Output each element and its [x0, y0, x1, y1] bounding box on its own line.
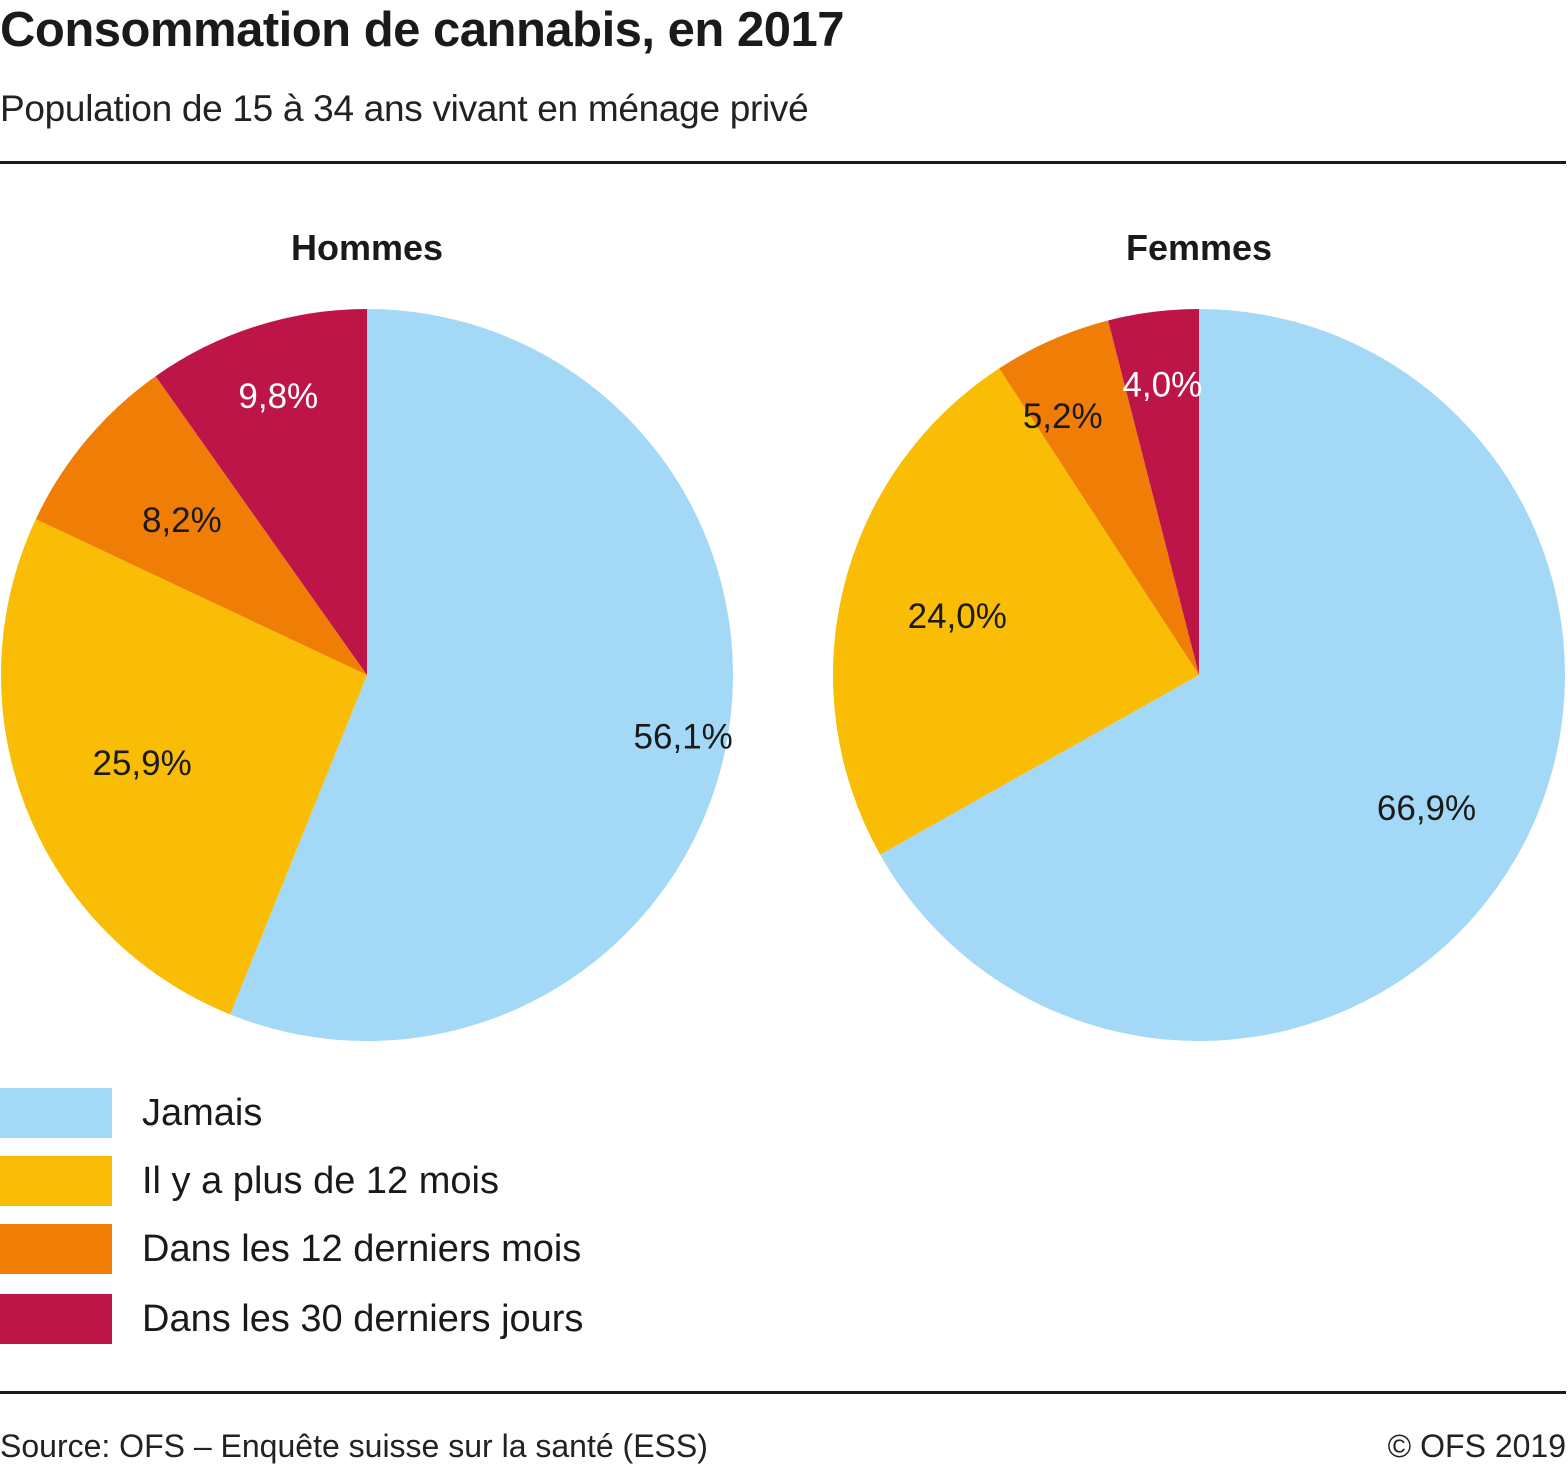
legend-item-30-derniers-jours: Dans les 30 derniers jours — [0, 1294, 583, 1344]
chart-subtitle: Population de 15 à 34 ans vivant en ména… — [0, 88, 809, 129]
copyright: © OFS 2019 — [1387, 1428, 1566, 1464]
pie-slice-il-y-a-plus-de-12-mois — [0, 519, 368, 1015]
legend-label: Jamais — [142, 1091, 263, 1134]
source-note: Source: OFS – Enquête suisse sur la sant… — [0, 1428, 708, 1464]
legend-swatch — [0, 1156, 112, 1206]
top-divider — [0, 161, 1566, 164]
pie-slice-jamais — [230, 309, 733, 1041]
legend-item-jamais: Jamais — [0, 1088, 262, 1138]
legend-swatch — [0, 1294, 112, 1344]
pie-slice-dans-les-12-derniers-mois — [35, 376, 367, 675]
data-label-dans-les-30-derniers-jours: 9,8% — [238, 377, 318, 416]
data-label-il-y-a-plus-de-12-mois: 24,0% — [908, 597, 1007, 636]
legend-label: Dans les 12 derniers mois — [142, 1227, 582, 1270]
data-label-jamais: 66,9% — [1377, 789, 1476, 828]
legend-label: Il y a plus de 12 mois — [142, 1159, 499, 1202]
legend-item-plus-de-12-mois: Il y a plus de 12 mois — [0, 1156, 499, 1206]
legend-label: Dans les 30 derniers jours — [142, 1297, 584, 1340]
pie-femmes: Femmes 66,9% 24,0% 5,2% 4,0% — [833, 227, 1565, 1041]
pie-charts: Hommes 56,1% 25,9% 8,2% 9,8% Femmes 66,9% 24,0%… — [0, 227, 1565, 1041]
pie-slice-dans-les-12-derniers-mois — [999, 320, 1199, 675]
pie-hommes: Hommes 56,1% 25,9% 8,2% 9,8% — [0, 227, 733, 1041]
pie-title: Femmes — [1126, 227, 1272, 268]
bottom-divider — [0, 1391, 1566, 1394]
data-label-dans-les-30-derniers-jours: 4,0% — [1122, 366, 1202, 405]
data-label-jamais: 56,1% — [634, 717, 733, 756]
data-label-dans-les-12-derniers-mois: 8,2% — [142, 501, 222, 540]
legend-swatch — [0, 1088, 112, 1138]
legend-swatch — [0, 1224, 112, 1274]
pie-slice-jamais — [880, 309, 1565, 1041]
pie-slice-dans-les-30-derniers-jours — [155, 309, 367, 675]
legend-item-12-derniers-mois: Dans les 12 derniers mois — [0, 1224, 581, 1274]
pie-title: Hommes — [291, 227, 443, 268]
pie-slice-dans-les-30-derniers-jours — [1108, 309, 1199, 675]
data-label-il-y-a-plus-de-12-mois: 25,9% — [92, 744, 191, 783]
data-label-dans-les-12-derniers-mois: 5,2% — [1023, 397, 1103, 436]
pie-slice-il-y-a-plus-de-12-mois — [833, 368, 1199, 855]
chart-title: Consommation de cannabis, en 2017 — [0, 3, 844, 57]
